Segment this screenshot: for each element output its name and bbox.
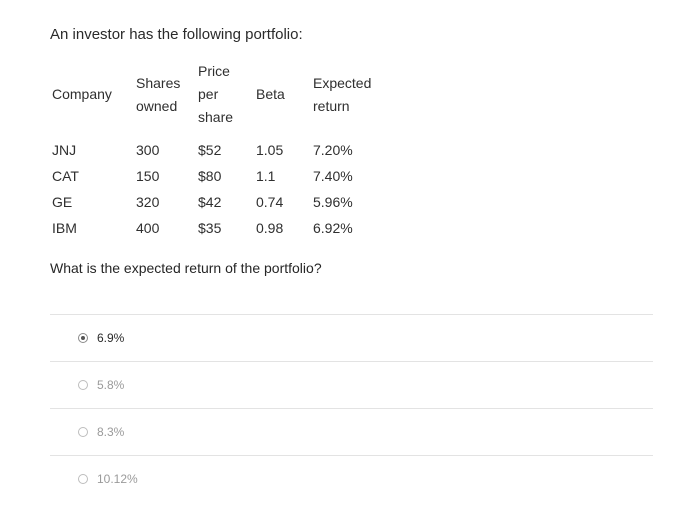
portfolio-table: Company Shares owned Price per share Bet… [46, 60, 389, 241]
cell-beta: 1.1 [256, 168, 276, 184]
answer-options: 6.9% 5.8% 8.3% 10.12% [50, 314, 653, 502]
answer-option[interactable]: 5.8% [50, 361, 653, 408]
header-shares-line1: Shares [136, 74, 181, 91]
cell-shares: 300 [136, 142, 160, 158]
intro-text: An investor has the following portfolio: [50, 26, 303, 43]
cell-company: JNJ [52, 142, 77, 158]
header-expected-line2: return [313, 97, 350, 114]
header-price-line3: share [198, 109, 234, 125]
answer-option-label: 8.3% [97, 425, 125, 439]
answer-option-label: 5.8% [97, 378, 125, 392]
table-row: CAT 150 $80 1.1 7.40% [46, 163, 389, 189]
cell-price: $52 [198, 142, 222, 158]
header-price-per-share: Price per share [192, 60, 250, 137]
cell-shares: 320 [136, 194, 160, 210]
cell-shares: 400 [136, 220, 160, 236]
answer-option[interactable]: 10.12% [50, 455, 653, 502]
header-shares-owned: Shares owned [130, 60, 192, 137]
radio-button[interactable] [78, 474, 88, 484]
table-row: GE 320 $42 0.74 5.96% [46, 189, 389, 215]
header-price-line1: Price [198, 63, 230, 79]
cell-beta: 1.05 [256, 142, 284, 158]
radio-button[interactable] [78, 380, 88, 390]
table-header-row: Company Shares owned Price per share Bet… [46, 60, 389, 137]
cell-expected-return: 7.40% [313, 168, 353, 184]
cell-beta: 0.74 [256, 194, 284, 210]
cell-expected-return: 5.96% [313, 194, 353, 210]
cell-price: $35 [198, 220, 222, 236]
header-shares-line2: owned [136, 97, 178, 114]
answer-option[interactable]: 8.3% [50, 408, 653, 455]
radio-button-selected[interactable] [78, 333, 88, 343]
answer-option-label: 10.12% [97, 472, 138, 486]
answer-option-label: 6.9% [97, 331, 125, 345]
cell-beta: 0.98 [256, 220, 284, 236]
cell-company: CAT [52, 168, 79, 184]
cell-company: GE [52, 194, 73, 210]
cell-price: $42 [198, 194, 222, 210]
cell-price: $80 [198, 168, 222, 184]
cell-expected-return: 6.92% [313, 220, 353, 236]
table-row: IBM 400 $35 0.98 6.92% [46, 215, 389, 241]
header-price-line2: per [198, 86, 219, 102]
cell-expected-return: 7.20% [313, 142, 353, 158]
table-row: JNJ 300 $52 1.05 7.20% [46, 137, 389, 163]
answer-option[interactable]: 6.9% [50, 314, 653, 361]
cell-company: IBM [52, 220, 77, 236]
header-expected-return: Expected return [307, 60, 389, 137]
header-beta: Beta [256, 86, 285, 102]
header-company: Company [52, 86, 112, 102]
question-text: What is the expected return of the portf… [50, 260, 322, 276]
cell-shares: 150 [136, 168, 160, 184]
header-expected-line1: Expected [313, 74, 372, 91]
radio-button[interactable] [78, 427, 88, 437]
